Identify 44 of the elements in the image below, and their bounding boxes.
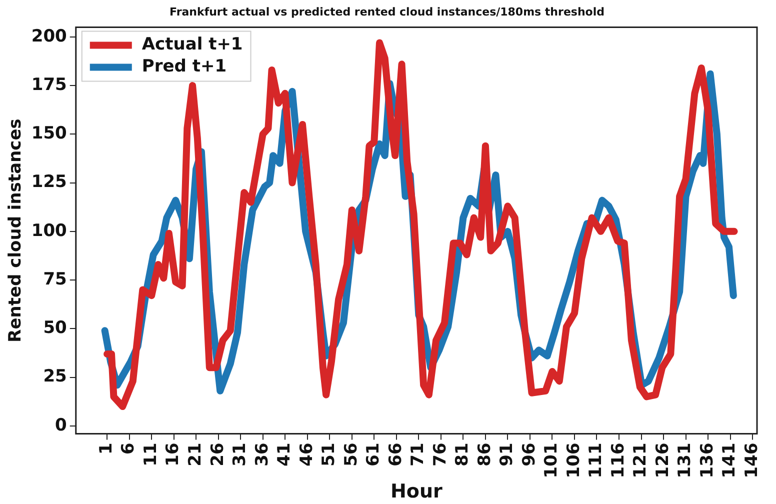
legend-label: Pred t+1 bbox=[142, 56, 227, 77]
x-tick-label: 11 bbox=[140, 442, 161, 466]
y-tick-label: 125 bbox=[31, 172, 67, 192]
x-tick-label: 131 bbox=[675, 442, 696, 478]
x-tick-label: 86 bbox=[474, 442, 495, 466]
y-tick-label: 25 bbox=[43, 366, 67, 387]
x-tick-label: 71 bbox=[408, 442, 428, 466]
x-tick-label: 76 bbox=[430, 442, 450, 466]
x-tick-label: 21 bbox=[186, 442, 206, 466]
x-tick-label: 111 bbox=[586, 442, 606, 478]
x-tick-label: 141 bbox=[720, 442, 740, 478]
x-tick-label: 61 bbox=[364, 442, 384, 466]
y-tick-label: 200 bbox=[31, 26, 68, 46]
x-tick-label: 66 bbox=[386, 442, 406, 466]
y-tick-label: 150 bbox=[31, 124, 68, 144]
x-tick-label: 31 bbox=[230, 442, 250, 466]
x-tick-label: 16 bbox=[163, 442, 184, 466]
x-tick-label: 136 bbox=[697, 442, 718, 478]
y-tick-label: 100 bbox=[31, 220, 68, 241]
x-tick-label: 51 bbox=[319, 442, 340, 466]
x-tick-label: 106 bbox=[564, 442, 584, 478]
legend-label: Actual t+1 bbox=[142, 34, 243, 55]
x-tick-label: 46 bbox=[296, 442, 317, 466]
x-tick-label: 146 bbox=[742, 442, 762, 478]
y-tick-label: 175 bbox=[31, 74, 67, 95]
x-tick-label: 6 bbox=[118, 442, 139, 455]
x-tick-label: 41 bbox=[274, 442, 295, 466]
x-tick-label: 126 bbox=[652, 442, 673, 478]
x-tick-label: 121 bbox=[630, 442, 651, 478]
x-tick-label: 56 bbox=[341, 442, 362, 466]
y-axis-title: Rented cloud instances bbox=[6, 118, 26, 342]
x-tick-label: 81 bbox=[452, 442, 473, 466]
x-tick-label: 36 bbox=[252, 442, 272, 466]
x-tick-label: 91 bbox=[497, 442, 518, 466]
y-tick-label: 0 bbox=[55, 415, 68, 436]
y-tick-label: 50 bbox=[43, 318, 68, 338]
x-tick-label: 116 bbox=[608, 442, 628, 478]
y-tick-label: 75 bbox=[43, 269, 67, 290]
x-tick-label: 101 bbox=[542, 442, 562, 478]
x-tick-label: 1 bbox=[96, 442, 116, 455]
x-tick-label: 96 bbox=[519, 442, 540, 466]
chart-title: Frankfurt actual vs predicted rented cloud instances/180ms threshold bbox=[170, 5, 604, 18]
x-tick-label: 26 bbox=[208, 442, 228, 466]
x-axis-title: Hour bbox=[390, 480, 443, 503]
